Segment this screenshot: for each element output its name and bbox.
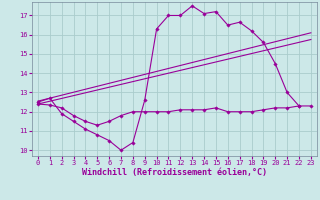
X-axis label: Windchill (Refroidissement éolien,°C): Windchill (Refroidissement éolien,°C) (82, 168, 267, 177)
